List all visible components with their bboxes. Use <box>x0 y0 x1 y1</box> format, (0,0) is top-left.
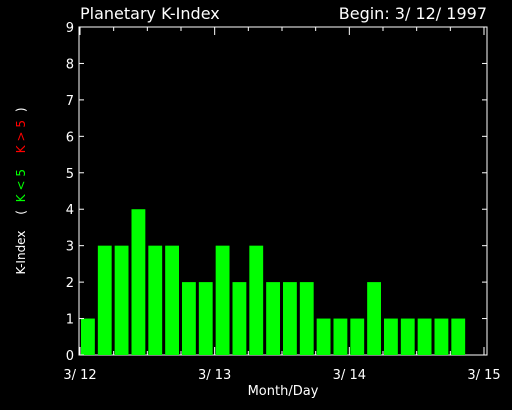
y-tick-label: 8 <box>66 57 74 72</box>
x-tick-label: 3/ 13 <box>198 368 231 383</box>
k-index-bar <box>182 282 196 355</box>
bars-group <box>81 209 466 355</box>
k-index-bar <box>232 282 247 355</box>
k-index-bar <box>97 245 112 355</box>
x-tick-label: 3/ 12 <box>63 368 96 383</box>
k-index-bar <box>417 318 432 355</box>
y-axis: 0 1 2 3 4 5 6 7 8 9 <box>66 21 487 364</box>
x-tick-label: 3/ 15 <box>467 368 500 383</box>
k-index-bar <box>434 318 449 355</box>
k-index-bar <box>198 282 213 355</box>
k-index-bar <box>81 318 95 355</box>
begin-date: Begin: 3/ 12/ 1997 <box>339 4 487 23</box>
k-index-bar <box>316 318 331 355</box>
k-index-bar <box>299 282 314 355</box>
k-index-bar <box>283 282 297 355</box>
k-index-bar <box>148 245 163 355</box>
k-index-bar <box>367 282 381 355</box>
k-index-bar <box>114 245 129 355</box>
y-tick-label: 9 <box>66 21 74 36</box>
k-index-bar <box>384 318 398 355</box>
k-index-bar <box>333 318 348 355</box>
y-tick-label: 1 <box>66 313 74 328</box>
x-axis-label: Month/Day <box>248 384 319 399</box>
k-index-bar <box>215 245 230 355</box>
y-axis-label: K-Index ( K < 5 K > 5 ) <box>14 107 28 274</box>
y-axis-label-low: K < 5 <box>14 169 28 202</box>
y-tick-label: 4 <box>66 203 74 218</box>
y-axis-label-open: ( <box>14 210 28 215</box>
k-index-bar <box>451 318 466 355</box>
y-tick-label: 7 <box>66 94 74 109</box>
y-tick-label: 6 <box>66 130 74 145</box>
k-index-bar <box>400 318 415 355</box>
k-index-bar <box>266 282 280 355</box>
y-axis-label-main: K-Index <box>14 231 28 275</box>
chart-title: Planetary K-Index <box>80 4 220 23</box>
y-tick-label: 2 <box>66 276 74 291</box>
y-axis-label-high: K > 5 <box>14 120 28 153</box>
y-tick-label: 3 <box>66 240 74 255</box>
x-axis: 3/ 12 3/ 13 3/ 14 3/ 15 <box>63 27 501 383</box>
y-tick-label: 5 <box>66 167 74 182</box>
x-tick-label: 3/ 14 <box>333 368 366 383</box>
k-index-bar <box>249 245 264 355</box>
y-axis-label-close: ) <box>14 107 28 112</box>
y-tick-label: 0 <box>66 349 74 364</box>
k-index-bar <box>131 209 146 355</box>
k-index-bar <box>165 245 179 355</box>
k-index-bar <box>350 318 365 355</box>
